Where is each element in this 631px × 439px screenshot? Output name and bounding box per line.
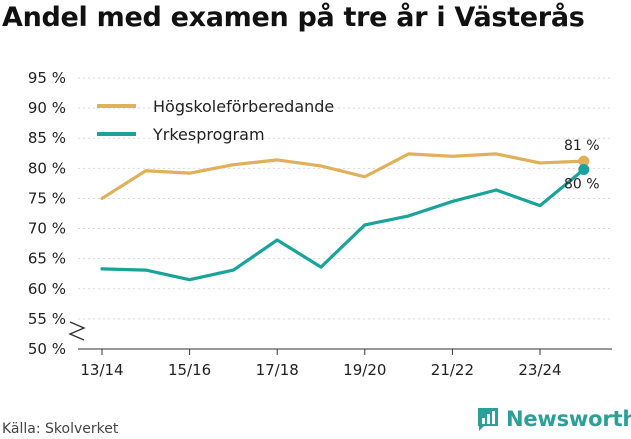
chart-title: Andel med examen på tre år i Västerås xyxy=(2,2,585,33)
x-tick-label: 19/20 xyxy=(343,361,386,379)
end-value-label: 81 % xyxy=(564,138,600,154)
x-tick-label: 23/24 xyxy=(518,361,561,379)
line-chart: 50 % 55 % 60 % 65 % 70 % 75 % 80 % 85 % 90 % 95 %… xyxy=(28,69,612,379)
bar-chart-icon xyxy=(478,408,498,431)
x-tick-label: 13/14 xyxy=(80,361,123,379)
y-axis-ticks: 50 % 55 % 60 % 65 % 70 % 75 % 80 % 85 % 90 % 95 % xyxy=(28,69,66,358)
y-tick-label: 50 % xyxy=(28,340,66,358)
brand-logo[interactable]: Newsworthy xyxy=(476,406,631,432)
y-tick-label: 80 % xyxy=(28,159,66,177)
x-tick-label: 17/18 xyxy=(256,361,299,379)
axis-break-mark xyxy=(68,321,86,341)
x-axis: 13/14 15/16 17/18 19/20 21/22 23/24 xyxy=(68,321,612,379)
series-line-yrkesprogram xyxy=(100,167,586,282)
source-note: Källa: Skolverket xyxy=(2,421,119,437)
y-tick-label: 85 % xyxy=(28,129,66,147)
legend: Högskoleförberedande Yrkesprogram xyxy=(97,97,334,144)
y-tick-label: 75 % xyxy=(28,189,66,207)
series-line-hogskoleforberedande xyxy=(100,152,586,201)
y-tick-label: 95 % xyxy=(28,69,66,87)
y-tick-label: 90 % xyxy=(28,99,66,117)
legend-label: Yrkesprogram xyxy=(152,125,265,144)
end-point xyxy=(578,155,590,167)
series-lines: 81 % 80 % xyxy=(100,138,600,282)
x-tick-label: 21/22 xyxy=(431,361,474,379)
brand-name: Newsworthy xyxy=(506,407,631,431)
legend-label: Högskoleförberedande xyxy=(153,97,334,116)
x-tick-label: 15/16 xyxy=(168,361,211,379)
y-tick-label: 70 % xyxy=(28,220,66,238)
end-value-label: 80 % xyxy=(564,177,600,193)
y-tick-label: 55 % xyxy=(28,310,66,328)
end-point xyxy=(578,164,590,176)
y-tick-label: 60 % xyxy=(28,280,66,298)
y-tick-label: 65 % xyxy=(28,250,66,268)
